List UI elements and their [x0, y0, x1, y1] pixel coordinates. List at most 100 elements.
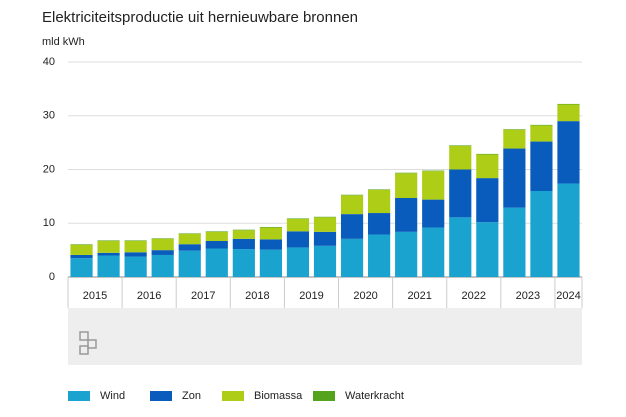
bar-segment: [232, 249, 255, 277]
y-tick-label: 40: [43, 56, 55, 68]
x-tick-label: 2022: [462, 290, 486, 302]
bar-segment: [259, 239, 282, 250]
bar-segment: [286, 218, 310, 219]
bar-segment: [286, 231, 310, 248]
bar-segment: [259, 227, 282, 228]
chart-title: Elektriciteitsproductie uit hernieuwbare…: [42, 9, 358, 26]
bar-segment: [178, 250, 201, 277]
x-tick-label: 2020: [353, 290, 377, 302]
bar-segment: [449, 217, 472, 277]
y-tick-label: 20: [43, 163, 55, 175]
bar-segment: [124, 240, 147, 241]
bar-segment: [340, 195, 364, 215]
x-tick-label: 2023: [516, 290, 540, 302]
bar-segment: [503, 129, 526, 149]
bar-segment: [530, 124, 553, 126]
x-tick-label: 2015: [83, 290, 107, 302]
bar-segment: [232, 229, 255, 231]
bar-segment: [476, 154, 499, 179]
bar-segment: [124, 256, 147, 277]
bar-segment: [205, 240, 228, 249]
bar-segment: [151, 238, 174, 239]
bar-segment: [557, 103, 580, 105]
bar-segment: [340, 238, 364, 277]
legend-label: Wind: [100, 390, 125, 402]
bar-segment: [476, 153, 499, 155]
bar-segment: [503, 129, 526, 130]
bar-segment: [422, 171, 445, 200]
x-tick-label: 2017: [191, 290, 215, 302]
bar-segment: [530, 191, 553, 277]
bar-segment: [557, 104, 580, 122]
bar-segment: [124, 252, 147, 257]
bar-segment: [530, 141, 553, 191]
bar-segment: [178, 244, 201, 251]
bar-segment: [476, 178, 499, 223]
bar-segment: [340, 214, 364, 239]
bar-segment: [286, 247, 310, 277]
bar-segment: [422, 227, 445, 277]
bar-segment: [259, 249, 282, 277]
bar-segment: [70, 244, 93, 245]
footer-band: [68, 308, 582, 365]
bar-segment: [151, 254, 174, 277]
bar-segment: [395, 231, 418, 277]
legend-label: Biomassa: [254, 390, 303, 402]
bar-segment: [368, 189, 391, 190]
bar-segment: [232, 230, 255, 239]
bar-segment: [97, 240, 120, 241]
bar-segment: [557, 121, 580, 184]
legend-label: Waterkracht: [345, 390, 404, 402]
bar-segment: [503, 207, 526, 277]
bar-segment: [205, 231, 228, 241]
bar-segment: [70, 254, 93, 259]
bar-segment: [286, 218, 310, 232]
bar-segment: [259, 227, 282, 240]
bar-segment: [557, 183, 580, 277]
bar-segment: [422, 199, 445, 228]
bar-segment: [232, 238, 255, 250]
bar-segment: [449, 145, 472, 170]
legend-swatch: [313, 391, 335, 401]
bar-segment: [395, 197, 418, 232]
bar-segment: [205, 248, 228, 277]
bar-segment: [313, 231, 337, 246]
bar-segment: [313, 217, 337, 232]
y-tick-label: 0: [49, 271, 55, 283]
bar-segment: [97, 240, 120, 253]
legend-label: Zon: [182, 390, 201, 402]
bar-segment: [178, 233, 201, 234]
bar-segment: [340, 194, 364, 196]
bar-segment: [70, 244, 93, 255]
bar-segment: [205, 231, 228, 232]
bar-segment: [97, 252, 120, 256]
bar-segment: [368, 213, 391, 235]
bar-segment: [368, 234, 391, 277]
bar-segment: [449, 169, 472, 218]
x-tick-label: 2016: [137, 290, 161, 302]
bar-segment: [395, 172, 418, 174]
bar-segment: [178, 234, 201, 245]
legend-swatch: [150, 391, 172, 401]
bar-segment: [313, 216, 337, 218]
logo: [79, 331, 97, 355]
y-tick-label: 30: [43, 110, 55, 122]
bar-segment: [368, 189, 391, 214]
bar-segment: [151, 238, 174, 251]
bar-segment: [70, 258, 93, 277]
bar-segment: [97, 255, 120, 277]
bar-segment: [313, 245, 337, 277]
bar-segment: [503, 148, 526, 208]
bar-segment: [449, 145, 472, 146]
legend-swatch: [68, 391, 90, 401]
bar-segment: [151, 250, 174, 255]
bar-segment: [476, 222, 499, 277]
x-tick-label: 2021: [407, 290, 431, 302]
bar-segment: [422, 170, 445, 172]
legend-swatch: [222, 391, 244, 401]
bar-segment: [124, 240, 147, 253]
x-tick-label: 2018: [245, 290, 269, 302]
y-axis-label: mld kWh: [42, 36, 85, 48]
bar-segment: [530, 125, 553, 142]
